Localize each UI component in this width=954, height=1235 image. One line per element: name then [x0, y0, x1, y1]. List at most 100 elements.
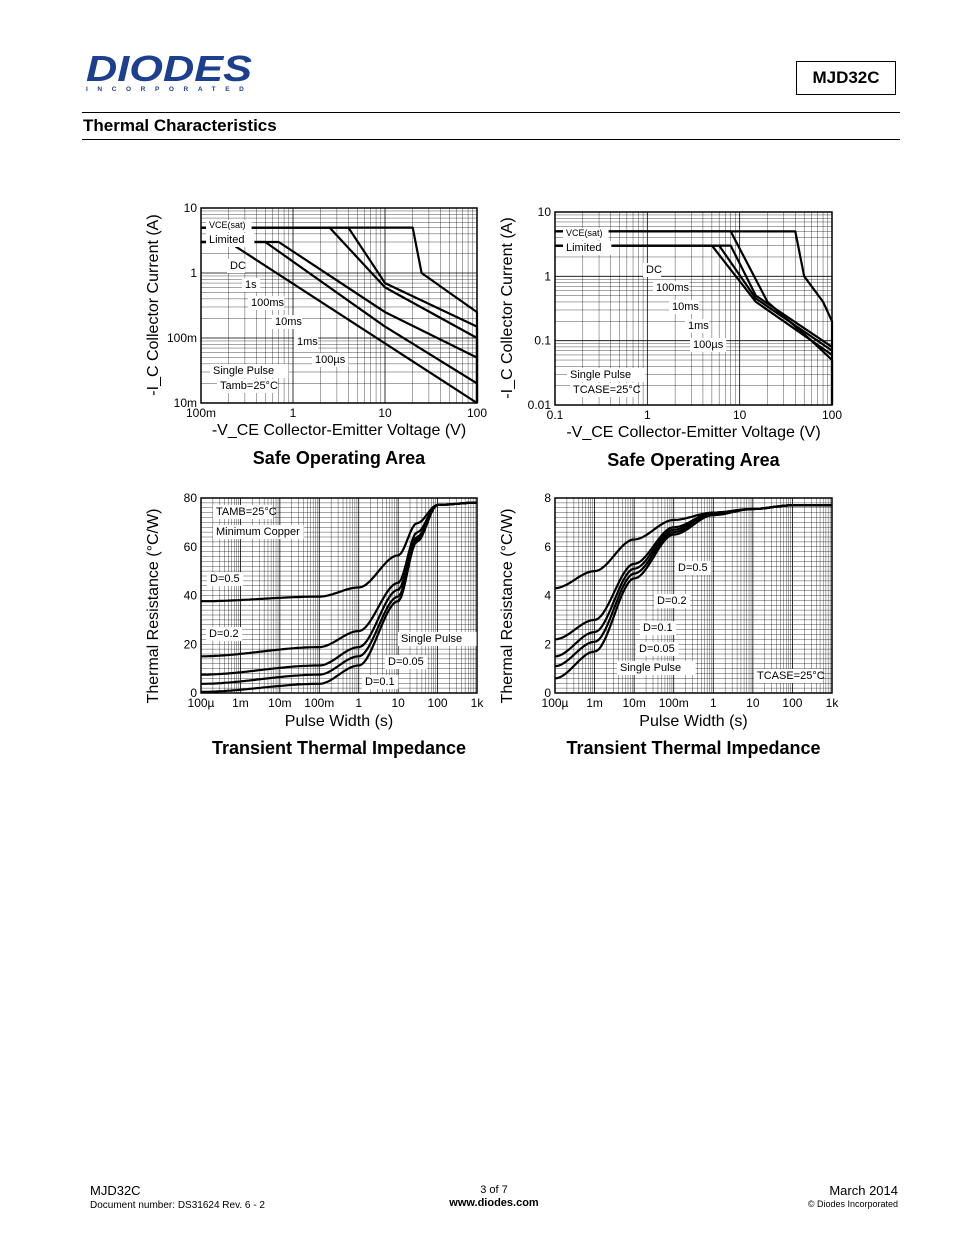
y-tick-label: 6 [544, 540, 551, 554]
section-title: Thermal Characteristics [83, 116, 277, 135]
annot-dc: DC [646, 264, 662, 276]
annot-1ms: 1ms [688, 320, 709, 332]
x-tick-label: 10m [622, 696, 645, 710]
y-tick-label: 100m [167, 331, 197, 345]
annot-single-pulse: Single Pulse [401, 633, 462, 645]
annot-single-pulse-bg [398, 632, 477, 646]
x-tick-label: 1m [232, 696, 249, 710]
annot-100us-bg [690, 338, 727, 352]
annot-d02-bg [206, 627, 243, 641]
annot-single-pulse: Single Pulse [570, 369, 631, 381]
annot-1s: 1s [245, 279, 257, 291]
annot-10ms: 10ms [275, 316, 302, 328]
series-10ms [555, 244, 833, 348]
x-tick-label: 100m [186, 406, 216, 420]
annot-d01-bg [362, 675, 399, 689]
x-tick-label: 1 [644, 408, 651, 422]
y-axis-label: Thermal Resistance (°C/W) [499, 509, 516, 704]
y-tick-label: 80 [184, 491, 198, 505]
y-tick-label: 60 [184, 540, 198, 554]
annot-vcesat: VCE(sat) [209, 220, 246, 230]
x-tick-label: 1k [471, 696, 485, 710]
y-axis-label: Thermal Resistance (°C/W) [145, 509, 162, 704]
y-axis-label: -I_C Collector Current (A) [499, 217, 516, 398]
y-tick-label: 0.1 [534, 334, 551, 348]
y-tick-label: 2 [544, 637, 551, 651]
annot-tcase-bg [754, 669, 821, 683]
x-tick-label: 1k [826, 696, 840, 710]
y-tick-label: 0 [190, 686, 197, 700]
footer-doc-number: Document number: DS31624 Rev. 6 - 2 [90, 1200, 265, 1211]
annot-vcesat-bg [206, 220, 252, 232]
x-tick-label: 100m [659, 696, 689, 710]
footer-date: March 2014 [829, 1183, 898, 1198]
annot-1ms-bg [685, 319, 710, 333]
y-tick-label: 40 [184, 589, 198, 603]
annot-100us-bg [312, 353, 349, 367]
plot-frame [554, 211, 833, 406]
x-tick-label: 1 [355, 696, 362, 710]
series-d-0-5 [201, 501, 477, 603]
annot-10ms: 10ms [672, 301, 699, 313]
series-single-pulse [554, 504, 832, 680]
y-tick-label: 20 [184, 637, 198, 651]
x-axis-label: -V_CE Collector-Emitter Voltage (V) [212, 422, 466, 439]
series-single-pulse [200, 501, 477, 693]
annot-tcase: TCASE=25°C [757, 670, 825, 682]
y-tick-label: 1 [190, 266, 197, 280]
annot-d05: D=0.5 [210, 573, 240, 585]
annot-dc: DC [230, 260, 246, 272]
annot-dc-bg [227, 259, 246, 273]
annot-100ms: 100ms [656, 282, 690, 294]
y-tick-label: 10m [174, 396, 197, 410]
annot-tamb-bg [217, 379, 278, 393]
x-tick-label: 10 [391, 696, 405, 710]
annot-d01: D=0.1 [643, 622, 673, 634]
y-tick-label: 4 [544, 589, 551, 603]
annot-d05-bg [675, 561, 712, 575]
x-tick-label: 10 [746, 696, 760, 710]
annot-d01-bg [640, 621, 677, 635]
chart-title: Safe Operating Area [607, 450, 780, 470]
annot-tcase-bg [570, 383, 637, 397]
annot-1ms-bg [294, 335, 319, 349]
x-tick-label: 1m [586, 696, 603, 710]
header-rule-top [82, 112, 900, 113]
chart-title: Transient Thermal Impedance [212, 738, 466, 758]
annot-d005: D=0.05 [388, 656, 424, 668]
chart-title: Transient Thermal Impedance [566, 738, 820, 758]
x-tick-label: 100 [428, 696, 448, 710]
annot-single-pulse: Single Pulse [213, 365, 274, 377]
x-tick-label: 10 [733, 408, 747, 422]
annot-100ms-bg [653, 281, 690, 295]
plot-frame [554, 497, 833, 694]
plot-frame [200, 497, 478, 694]
annot-100us: 100µs [693, 339, 724, 351]
annot-limited-bg [563, 241, 612, 255]
x-tick-label: 10m [268, 696, 291, 710]
annot-100ms-bg [248, 296, 285, 310]
x-axis-label: -V_CE Collector-Emitter Voltage (V) [566, 424, 820, 441]
annot-tamb-bg [213, 505, 274, 519]
annot-single-pulse: Single Pulse [620, 662, 681, 674]
chart-3: 100µ 1m 10m 100m 1 10 100 1k 0 20 40 60 80 Thermal Re… [145, 491, 484, 758]
series-100-s [555, 230, 834, 405]
footer-url[interactable]: www.diodes.com [449, 1197, 539, 1209]
y-tick-label: 10 [538, 205, 552, 219]
x-tick-label: 100 [822, 408, 842, 422]
annot-tcase: TCASE=25°C [573, 384, 641, 396]
footer-part: MJD32C [90, 1183, 141, 1198]
y-tick-label: 0.01 [528, 398, 552, 412]
annot-single-pulse-bg [617, 661, 696, 675]
series-100ms [555, 244, 833, 352]
x-tick-label: 100m [304, 696, 334, 710]
annot-10ms-bg [272, 315, 303, 329]
annot-1ms: 1ms [297, 336, 318, 348]
annot-100us: 100µs [315, 354, 346, 366]
x-axis-label: Pulse Width (s) [639, 713, 747, 730]
annot-limited-bg [206, 233, 255, 247]
y-tick-label: 1 [544, 269, 551, 283]
annot-1s-bg [242, 278, 261, 292]
